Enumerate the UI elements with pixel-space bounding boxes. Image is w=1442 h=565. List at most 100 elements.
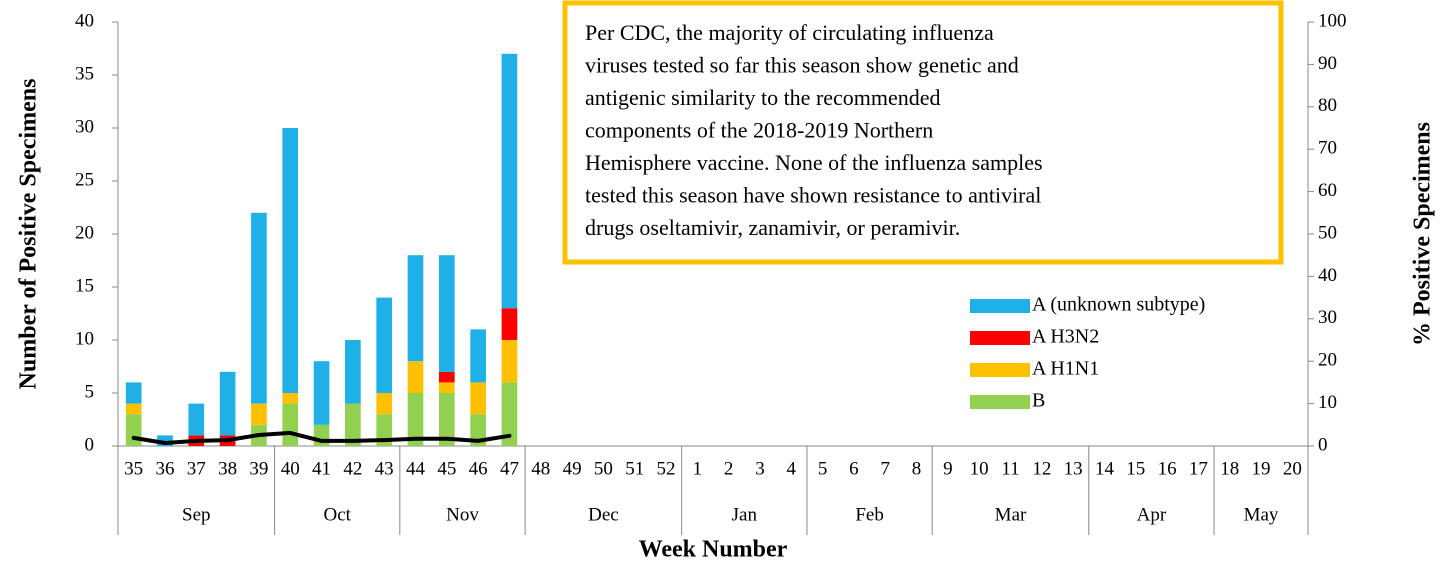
bar-segment [157, 435, 173, 446]
x-tick-label: 38 [218, 458, 237, 479]
bar-segment [438, 382, 455, 393]
y2-tick-label: 40 [1318, 265, 1337, 286]
annotation-line: Hemisphere vaccine. None of the influenz… [585, 150, 1043, 175]
bar-segment [501, 53, 518, 309]
x-tick-label: 39 [249, 458, 268, 479]
y-tick-label: 30 [75, 116, 94, 137]
y2-axis-title: % Positive Specimens [1410, 122, 1436, 346]
y2-tick-label: 30 [1318, 307, 1337, 328]
x-tick-label: 37 [187, 458, 206, 479]
x-tick-label: 13 [1064, 458, 1083, 479]
x-tick-label: 6 [849, 458, 859, 479]
x-tick-label: 41 [312, 458, 331, 479]
x-tick-label: 16 [1158, 458, 1177, 479]
month-label: Mar [995, 504, 1027, 525]
y-tick-label: 25 [75, 169, 94, 190]
x-axis-title: Week Number [639, 537, 788, 563]
bar-segment [501, 340, 518, 383]
month-label: Dec [588, 504, 619, 525]
y-tick-label: 40 [75, 10, 94, 31]
x-tick-label: 9 [943, 458, 953, 479]
legend-swatch [970, 395, 1030, 409]
x-tick-label: 3 [755, 458, 765, 479]
line-series [131, 430, 512, 445]
x-tick-label: 52 [657, 458, 676, 479]
legend-label: A H3N2 [1032, 326, 1099, 348]
y2-tick-label: 20 [1318, 350, 1337, 371]
bar-segment [501, 308, 518, 340]
y-axis-title: Number of Positive Specimens [16, 79, 42, 390]
y2-tick-label: 100 [1318, 10, 1347, 31]
x-tick-label: 36 [155, 458, 174, 479]
y2-tick-label: 50 [1318, 222, 1337, 243]
y2-tick-label: 80 [1318, 95, 1337, 116]
y2-tick-label: 60 [1318, 180, 1337, 201]
bar-segment [282, 393, 299, 404]
bar-segment [313, 361, 330, 425]
bar-segment [470, 329, 486, 383]
x-tick-label: 12 [1032, 458, 1051, 479]
legend-swatch [970, 299, 1030, 313]
bar-segment [407, 361, 424, 393]
y-tick-label: 15 [75, 275, 94, 296]
x-tick-label: 48 [531, 458, 550, 479]
x-tick-label: 19 [1252, 458, 1271, 479]
y2-tick-label: 0 [1318, 434, 1328, 455]
annotation-line: tested this season have shown resistance… [585, 183, 1041, 208]
x-tick-label: 43 [375, 458, 394, 479]
x-tick-label: 17 [1189, 458, 1208, 479]
bar-segment [470, 382, 486, 415]
month-label: Sep [182, 504, 211, 525]
bar-segment [470, 414, 486, 446]
y-tick-label: 35 [75, 63, 94, 84]
legend-label: B [1032, 390, 1045, 412]
bar-segment [219, 371, 236, 436]
bar-segment [251, 403, 267, 425]
annotation-line: antigenic similarity to the recommended [585, 85, 941, 110]
month-label: Nov [446, 504, 479, 525]
bar-segment [376, 393, 393, 415]
x-tick-label: 5 [818, 458, 828, 479]
x-tick-label: 7 [880, 458, 890, 479]
x-tick-label: 42 [343, 458, 362, 479]
y-tick-label: 5 [85, 381, 95, 402]
x-tick-label: 46 [469, 458, 488, 479]
bar-segment [407, 393, 424, 446]
bar-segment [282, 403, 299, 446]
month-label: Jan [732, 504, 758, 525]
bar-segment [345, 340, 361, 404]
month-label: Oct [323, 504, 351, 525]
x-tick-label: 49 [563, 458, 582, 479]
bar-segment [376, 297, 393, 393]
y-tick-label: 20 [75, 222, 94, 243]
legend-label: A H1N1 [1032, 358, 1099, 380]
x-tick-label: 44 [406, 458, 426, 479]
month-label: May [1244, 504, 1279, 525]
bar-segment [125, 382, 142, 404]
y-tick-label: 10 [75, 328, 94, 349]
x-tick-label: 14 [1095, 458, 1115, 479]
annotation-box [562, 0, 1284, 265]
y2-tick-label: 10 [1318, 392, 1337, 413]
x-tick-label: 4 [787, 458, 797, 479]
annotation-line: Per CDC, the majority of circulating inf… [585, 20, 994, 45]
annotation-line: components of the 2018-2019 Northern [585, 118, 933, 143]
month-label: Feb [855, 504, 884, 525]
bar-segment [188, 403, 205, 436]
legend-label: A (unknown subtype) [1032, 294, 1205, 316]
x-tick-label: 51 [625, 458, 644, 479]
x-tick-label: 15 [1126, 458, 1145, 479]
month-label: Apr [1137, 504, 1167, 525]
bar-segment [438, 393, 455, 446]
bar-segment [501, 382, 518, 446]
x-tick-label: 50 [594, 458, 613, 479]
y2-tick-label: 70 [1318, 138, 1337, 159]
legend-swatch [970, 363, 1030, 377]
annotation-line: drugs oseltamivir, zanamivir, or peramiv… [585, 215, 960, 240]
x-tick-label: 47 [500, 458, 519, 479]
bar-segment [125, 403, 142, 415]
bar-segment [438, 255, 455, 372]
x-tick-label: 8 [912, 458, 922, 479]
bar-segment [345, 403, 361, 446]
